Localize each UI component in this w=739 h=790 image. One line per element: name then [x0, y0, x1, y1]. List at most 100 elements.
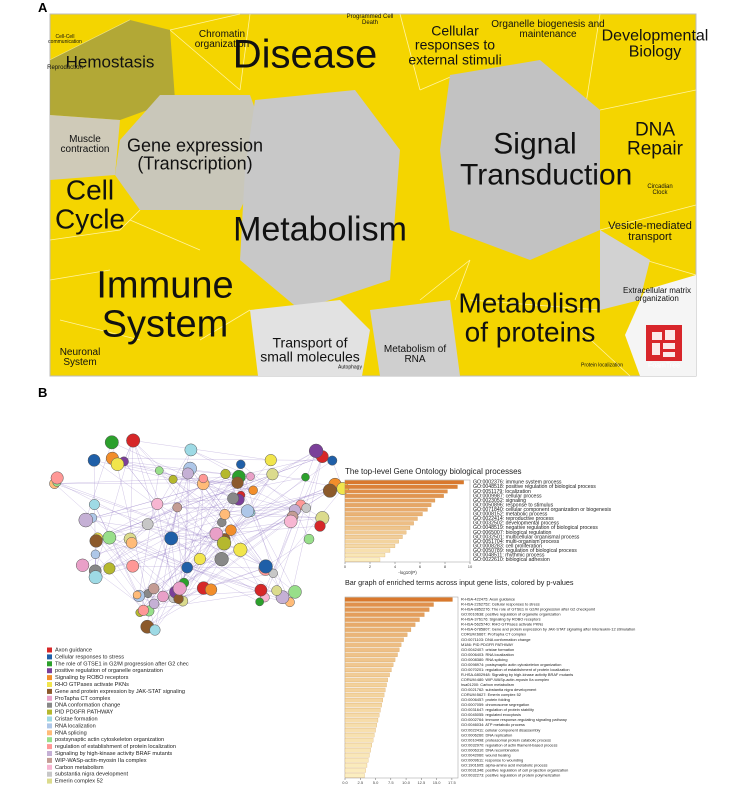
- bar-label: GO:0032502: developmental process: [473, 521, 559, 527]
- edge: [203, 478, 266, 567]
- edge: [175, 573, 274, 593]
- cell-gene-expression: [115, 95, 270, 210]
- x-tick-label: 0: [344, 564, 347, 569]
- edge: [109, 521, 291, 569]
- bar-label: GO:0071103: DNA conformation change: [461, 637, 531, 642]
- bar-label: GO:0002376: immune system process: [473, 480, 562, 486]
- bar-label: R-HSA-376176: Signaling by ROBO receptor…: [461, 617, 541, 622]
- edge: [240, 464, 274, 574]
- edge: [159, 470, 222, 560]
- bar-label: GO:0022414: reproductive process: [473, 516, 554, 522]
- node: [102, 530, 117, 545]
- bar: [344, 544, 396, 548]
- node: [103, 562, 116, 575]
- legend-label: PID PDGFR PATHWAY: [55, 710, 113, 716]
- edge: [54, 476, 251, 484]
- bar: [344, 662, 394, 667]
- bar-label: GO:0010498: proteasomal protein cataboli…: [461, 737, 551, 742]
- legend-label: Axon guidance: [55, 647, 92, 653]
- bar: [344, 697, 383, 703]
- node: [181, 561, 193, 574]
- legend-swatch: [47, 654, 52, 660]
- bar-label: GO:0006260: DNA replication: [461, 732, 512, 737]
- node: [168, 474, 178, 484]
- node: [149, 624, 161, 636]
- edge: [154, 474, 273, 631]
- node: [172, 502, 183, 513]
- bar: [344, 723, 377, 728]
- bar: [344, 687, 386, 693]
- edge: [123, 461, 226, 475]
- node: [184, 443, 198, 457]
- legend-swatch: [47, 661, 52, 667]
- node: [89, 534, 103, 548]
- node: [271, 585, 282, 596]
- legend-swatch: [47, 778, 52, 784]
- edge: [54, 483, 241, 550]
- node: [137, 604, 149, 616]
- node: [148, 598, 160, 609]
- node: [268, 568, 278, 578]
- edge: [203, 474, 273, 589]
- x-tick-label: 6: [419, 564, 422, 569]
- edge: [189, 468, 291, 603]
- node: [172, 581, 187, 596]
- node: [233, 542, 248, 557]
- treemap-label: Developmental Biology: [601, 27, 709, 61]
- edge: [132, 440, 179, 599]
- cell-rna: [370, 300, 460, 376]
- edge: [129, 440, 134, 539]
- legend-swatch: [47, 647, 52, 653]
- edge: [132, 565, 265, 569]
- edge: [136, 516, 293, 596]
- chart-title: Bar graph of enriched terms across input…: [345, 578, 574, 587]
- edge: [273, 488, 344, 574]
- bar-label: GO:0009611: response to wounding: [461, 757, 523, 762]
- bar: [344, 617, 420, 622]
- edge: [187, 567, 261, 591]
- treemap-label: Signal Transduction: [460, 127, 633, 191]
- edge: [112, 458, 333, 461]
- bar: [344, 627, 412, 632]
- bar: [344, 748, 371, 753]
- edge: [85, 476, 306, 521]
- treemap-label: Autophagy: [338, 364, 362, 371]
- bar: [344, 503, 432, 507]
- legend-swatch: [47, 695, 52, 701]
- x-tick-label: 10: [468, 564, 473, 569]
- node: [227, 492, 240, 505]
- bar-label: M186: PID PDGFR PATHWAY: [461, 642, 514, 647]
- x-tick-label: 5.0: [373, 780, 379, 785]
- legend-label: Emerin complex 52: [55, 779, 103, 785]
- bar: [344, 763, 368, 768]
- x-axis-label: -log10(P): [398, 570, 417, 575]
- legend-label: Signaling by ROBO receptors: [55, 675, 129, 681]
- x-tick-label: 12.5: [417, 780, 426, 785]
- bar: [344, 507, 428, 512]
- legend-swatch: [47, 716, 52, 722]
- bar: [344, 713, 380, 718]
- node: [231, 476, 244, 489]
- legend-label: Carbon metabolism: [55, 765, 104, 771]
- x-tick-label: 17.5: [448, 780, 457, 785]
- node: [255, 597, 264, 607]
- legend-swatch: [47, 702, 52, 708]
- bar: [344, 516, 418, 521]
- treemap-label: Protein localization: [581, 362, 623, 369]
- edge: [289, 456, 323, 603]
- node: [154, 466, 164, 475]
- bar: [344, 682, 387, 688]
- bar-label: GO:0070201: regulation of establishment …: [461, 667, 570, 672]
- bar: [344, 602, 434, 607]
- bar: [344, 642, 402, 647]
- bar-label: GO:0023052: signaling: [473, 498, 526, 504]
- treemap-label: Gene expression (Transcription): [126, 135, 264, 174]
- treemap-label: Programmed Cell Death: [346, 13, 394, 26]
- cell-hemostasis: [50, 20, 175, 120]
- bar: [344, 718, 379, 723]
- edge: [109, 504, 301, 569]
- node: [214, 552, 229, 567]
- treemap-label: Neuronal System: [59, 346, 101, 368]
- node: [126, 559, 140, 573]
- treemap: [49, 13, 697, 377]
